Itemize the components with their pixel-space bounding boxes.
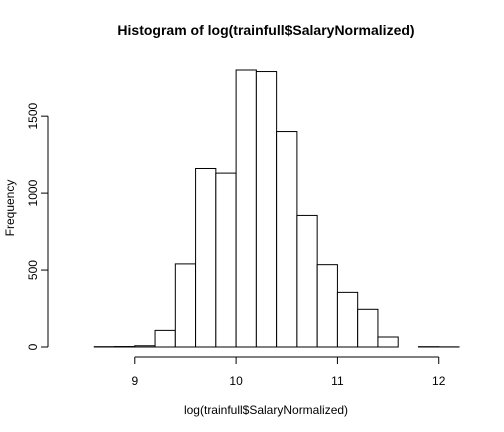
histogram-bar xyxy=(154,329,176,348)
y-tick-label: 0 xyxy=(26,343,40,350)
histogram-bar xyxy=(215,172,237,348)
histogram-bar xyxy=(195,167,217,348)
y-axis-label: Frequency xyxy=(3,180,17,237)
y-axis: 0 500 1000 1500 xyxy=(26,102,49,350)
histogram-bar xyxy=(296,214,318,348)
x-tick-label: 11 xyxy=(331,374,344,388)
x-tick-label: 12 xyxy=(432,374,446,388)
histogram-bar xyxy=(357,308,379,348)
y-tick-label: 500 xyxy=(26,260,40,280)
histogram-bar xyxy=(316,264,338,348)
histogram-bar xyxy=(255,71,278,348)
chart-title: Histogram of log(trainfull$SalaryNormali… xyxy=(117,22,414,38)
x-tick-label: 10 xyxy=(229,374,243,388)
bars-group xyxy=(93,69,460,348)
x-tick-label: 9 xyxy=(131,374,138,388)
histogram-bar xyxy=(174,263,197,348)
histogram-bar xyxy=(235,69,257,348)
histogram-bar xyxy=(336,291,359,348)
y-tick-label: 1000 xyxy=(26,179,40,206)
x-axis-label: log(trainfull$SalaryNormalized) xyxy=(184,403,348,417)
y-tick-label: 1500 xyxy=(26,102,40,129)
histogram-bar xyxy=(134,345,156,348)
histogram-bar xyxy=(276,131,298,348)
histogram-bar xyxy=(377,336,399,348)
x-axis: 9 10 11 12 xyxy=(131,356,446,388)
